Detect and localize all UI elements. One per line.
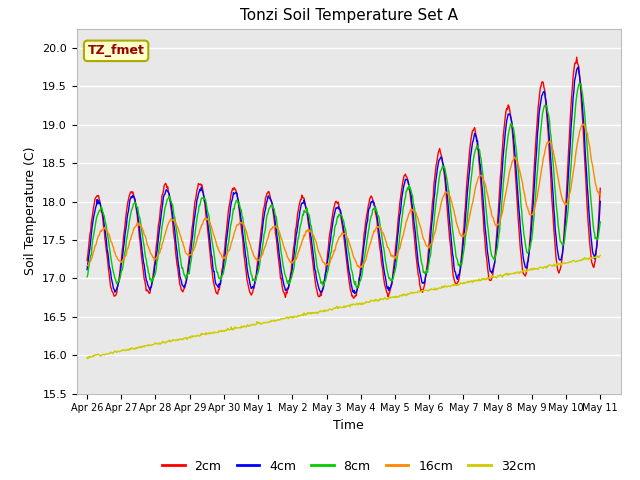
Line: 2cm: 2cm xyxy=(87,57,600,298)
4cm xyxy=(93,203,100,208)
Line: 16cm: 16cm xyxy=(87,124,600,267)
2cm xyxy=(596,185,604,191)
8cm xyxy=(197,196,205,202)
4cm xyxy=(596,199,604,204)
16cm xyxy=(83,263,91,269)
32cm xyxy=(83,355,91,361)
Text: TZ_fmet: TZ_fmet xyxy=(88,44,145,57)
4cm xyxy=(225,221,232,227)
4cm xyxy=(351,290,358,296)
8cm xyxy=(225,240,232,246)
2cm xyxy=(83,258,91,264)
8cm xyxy=(93,216,100,222)
2cm xyxy=(349,295,357,301)
Line: 8cm: 8cm xyxy=(87,84,600,288)
16cm xyxy=(356,264,364,270)
32cm xyxy=(146,343,154,348)
32cm xyxy=(422,287,429,293)
16cm xyxy=(225,248,232,254)
Line: 32cm: 32cm xyxy=(87,255,600,359)
16cm xyxy=(596,191,604,197)
32cm xyxy=(406,290,414,296)
4cm xyxy=(574,64,582,70)
Legend: 2cm, 4cm, 8cm, 16cm, 32cm: 2cm, 4cm, 8cm, 16cm, 32cm xyxy=(157,455,541,478)
2cm xyxy=(93,194,100,200)
X-axis label: Time: Time xyxy=(333,419,364,432)
32cm xyxy=(225,327,233,333)
8cm xyxy=(406,186,414,192)
8cm xyxy=(422,269,429,275)
8cm xyxy=(596,219,604,225)
4cm xyxy=(197,184,205,190)
2cm xyxy=(422,275,429,280)
2cm xyxy=(225,208,232,214)
16cm xyxy=(580,121,588,127)
2cm xyxy=(145,290,153,296)
32cm xyxy=(84,356,92,361)
8cm xyxy=(577,81,585,86)
Title: Tonzi Soil Temperature Set A: Tonzi Soil Temperature Set A xyxy=(240,9,458,24)
4cm xyxy=(422,275,429,281)
4cm xyxy=(406,190,414,195)
32cm xyxy=(596,252,604,258)
4cm xyxy=(145,285,153,291)
2cm xyxy=(197,182,205,188)
32cm xyxy=(198,330,206,336)
16cm xyxy=(145,246,153,252)
16cm xyxy=(406,207,414,213)
16cm xyxy=(422,240,429,246)
16cm xyxy=(93,241,100,247)
Line: 4cm: 4cm xyxy=(87,67,600,293)
2cm xyxy=(573,54,580,60)
Y-axis label: Soil Temperature (C): Soil Temperature (C) xyxy=(24,147,36,276)
8cm xyxy=(83,274,91,280)
2cm xyxy=(406,194,414,200)
4cm xyxy=(83,267,91,273)
16cm xyxy=(197,223,205,229)
8cm xyxy=(145,271,153,277)
8cm xyxy=(353,285,361,291)
32cm xyxy=(93,352,101,358)
